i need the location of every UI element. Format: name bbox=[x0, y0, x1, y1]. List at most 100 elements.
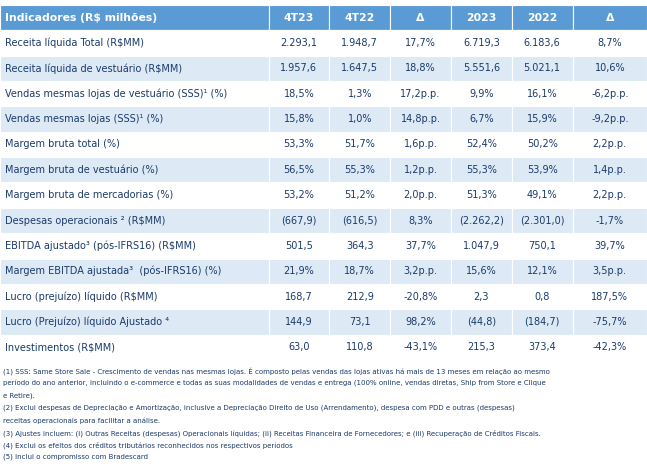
Text: 0,8: 0,8 bbox=[534, 291, 550, 302]
Bar bbox=[390, 233, 451, 258]
Bar bbox=[451, 335, 512, 360]
Text: e Retire).: e Retire). bbox=[3, 392, 35, 399]
Text: 3,2p.p.: 3,2p.p. bbox=[404, 266, 437, 276]
Bar bbox=[390, 208, 451, 233]
Bar bbox=[512, 335, 573, 360]
Text: (2.301,0): (2.301,0) bbox=[520, 216, 564, 226]
Text: 18,7%: 18,7% bbox=[344, 266, 375, 276]
Bar bbox=[512, 81, 573, 106]
Bar bbox=[329, 81, 390, 106]
Text: 18,5%: 18,5% bbox=[283, 89, 314, 99]
Text: 215,3: 215,3 bbox=[467, 342, 496, 352]
Text: 750,1: 750,1 bbox=[528, 241, 556, 251]
Text: 1,0%: 1,0% bbox=[347, 114, 372, 124]
Text: 5.021,1: 5.021,1 bbox=[523, 63, 561, 73]
Text: 39,7%: 39,7% bbox=[595, 241, 625, 251]
Text: período do ano anterior, incluindo o e-commerce e todas as suas modalidades de v: período do ano anterior, incluindo o e-c… bbox=[3, 380, 546, 387]
Text: -6,2p.p.: -6,2p.p. bbox=[591, 89, 628, 99]
Bar bbox=[512, 233, 573, 258]
Bar bbox=[573, 309, 647, 335]
Text: Receita líquida de vestuário (R$MM): Receita líquida de vestuário (R$MM) bbox=[5, 63, 182, 74]
Text: (667,9): (667,9) bbox=[281, 216, 316, 226]
Text: 6.719,3: 6.719,3 bbox=[463, 38, 499, 48]
Text: 15,8%: 15,8% bbox=[283, 114, 314, 124]
Bar bbox=[329, 208, 390, 233]
Bar bbox=[269, 106, 329, 132]
Bar bbox=[0, 106, 269, 132]
Text: Receita líquida Total (R$MM): Receita líquida Total (R$MM) bbox=[5, 38, 144, 48]
Text: 110,8: 110,8 bbox=[346, 342, 373, 352]
Text: 9,9%: 9,9% bbox=[469, 89, 494, 99]
Text: Lucro (Prejuízo) líquido Ajustado ⁴: Lucro (Prejuízo) líquido Ajustado ⁴ bbox=[5, 317, 169, 327]
Text: Margem bruta total (%): Margem bruta total (%) bbox=[5, 140, 120, 149]
Text: Investimentos (R$MM): Investimentos (R$MM) bbox=[5, 342, 115, 352]
Bar bbox=[390, 309, 451, 335]
Bar bbox=[573, 31, 647, 56]
Bar bbox=[451, 157, 512, 182]
Text: Indicadores (R$ milhões): Indicadores (R$ milhões) bbox=[5, 13, 157, 23]
Text: -9,2p.p.: -9,2p.p. bbox=[591, 114, 628, 124]
Text: receitas operacionais para facilitar a análise.: receitas operacionais para facilitar a a… bbox=[3, 417, 160, 423]
Bar bbox=[269, 81, 329, 106]
Bar bbox=[573, 56, 647, 81]
Text: (3) Ajustes incluem: (i) Outras Receitas (despesas) Operacionais líquidas; (ii) : (3) Ajustes incluem: (i) Outras Receitas… bbox=[3, 429, 541, 437]
Bar bbox=[269, 182, 329, 208]
Bar bbox=[329, 56, 390, 81]
Bar bbox=[573, 157, 647, 182]
Text: EBITDA ajustado³ (pós-IFRS16) (R$MM): EBITDA ajustado³ (pós-IFRS16) (R$MM) bbox=[5, 241, 196, 251]
Text: (4) Exclui os efeitos dos créditos tributários reconhecidos nos respectivos perí: (4) Exclui os efeitos dos créditos tribu… bbox=[3, 441, 292, 449]
Text: 16,1%: 16,1% bbox=[527, 89, 558, 99]
Text: 212,9: 212,9 bbox=[345, 291, 374, 302]
Bar bbox=[573, 335, 647, 360]
Text: (5) Inclui o compromisso com Bradescard: (5) Inclui o compromisso com Bradescard bbox=[3, 454, 148, 460]
Text: 1.957,6: 1.957,6 bbox=[280, 63, 318, 73]
Text: (2.262,2): (2.262,2) bbox=[459, 216, 504, 226]
Bar bbox=[390, 258, 451, 284]
Text: 56,5%: 56,5% bbox=[283, 165, 314, 175]
Text: 50,2%: 50,2% bbox=[527, 140, 558, 149]
Text: 2023: 2023 bbox=[466, 13, 496, 23]
Bar bbox=[451, 182, 512, 208]
Text: 4T22: 4T22 bbox=[345, 13, 375, 23]
Bar bbox=[329, 258, 390, 284]
Text: 18,8%: 18,8% bbox=[405, 63, 436, 73]
Text: -20,8%: -20,8% bbox=[404, 291, 437, 302]
Text: 373,4: 373,4 bbox=[529, 342, 556, 352]
Text: 98,2%: 98,2% bbox=[405, 317, 436, 327]
Text: 168,7: 168,7 bbox=[285, 291, 313, 302]
Bar bbox=[329, 335, 390, 360]
Bar bbox=[512, 258, 573, 284]
Text: 187,5%: 187,5% bbox=[591, 291, 628, 302]
Bar bbox=[451, 208, 512, 233]
Bar bbox=[329, 5, 390, 31]
Bar bbox=[390, 157, 451, 182]
Bar bbox=[451, 31, 512, 56]
Text: 14,8p.p.: 14,8p.p. bbox=[400, 114, 441, 124]
Bar bbox=[512, 31, 573, 56]
Bar bbox=[451, 309, 512, 335]
Text: 4T23: 4T23 bbox=[284, 13, 314, 23]
Text: -43,1%: -43,1% bbox=[404, 342, 437, 352]
Bar bbox=[512, 106, 573, 132]
Bar bbox=[269, 31, 329, 56]
Text: 63,0: 63,0 bbox=[288, 342, 310, 352]
Bar bbox=[390, 5, 451, 31]
Text: 1.047,9: 1.047,9 bbox=[463, 241, 499, 251]
Bar bbox=[269, 157, 329, 182]
Text: 21,9%: 21,9% bbox=[283, 266, 314, 276]
Bar bbox=[269, 284, 329, 309]
Text: 5.551,6: 5.551,6 bbox=[463, 63, 500, 73]
Bar bbox=[573, 5, 647, 31]
Bar bbox=[0, 335, 269, 360]
Bar bbox=[329, 132, 390, 157]
Bar bbox=[0, 309, 269, 335]
Bar bbox=[0, 208, 269, 233]
Bar bbox=[0, 182, 269, 208]
Bar bbox=[329, 31, 390, 56]
Bar bbox=[451, 284, 512, 309]
Text: 73,1: 73,1 bbox=[349, 317, 371, 327]
Text: (184,7): (184,7) bbox=[525, 317, 560, 327]
Text: Vendas mesmas lojas (SSS)¹ (%): Vendas mesmas lojas (SSS)¹ (%) bbox=[5, 114, 163, 124]
Bar bbox=[0, 5, 269, 31]
Bar bbox=[0, 157, 269, 182]
